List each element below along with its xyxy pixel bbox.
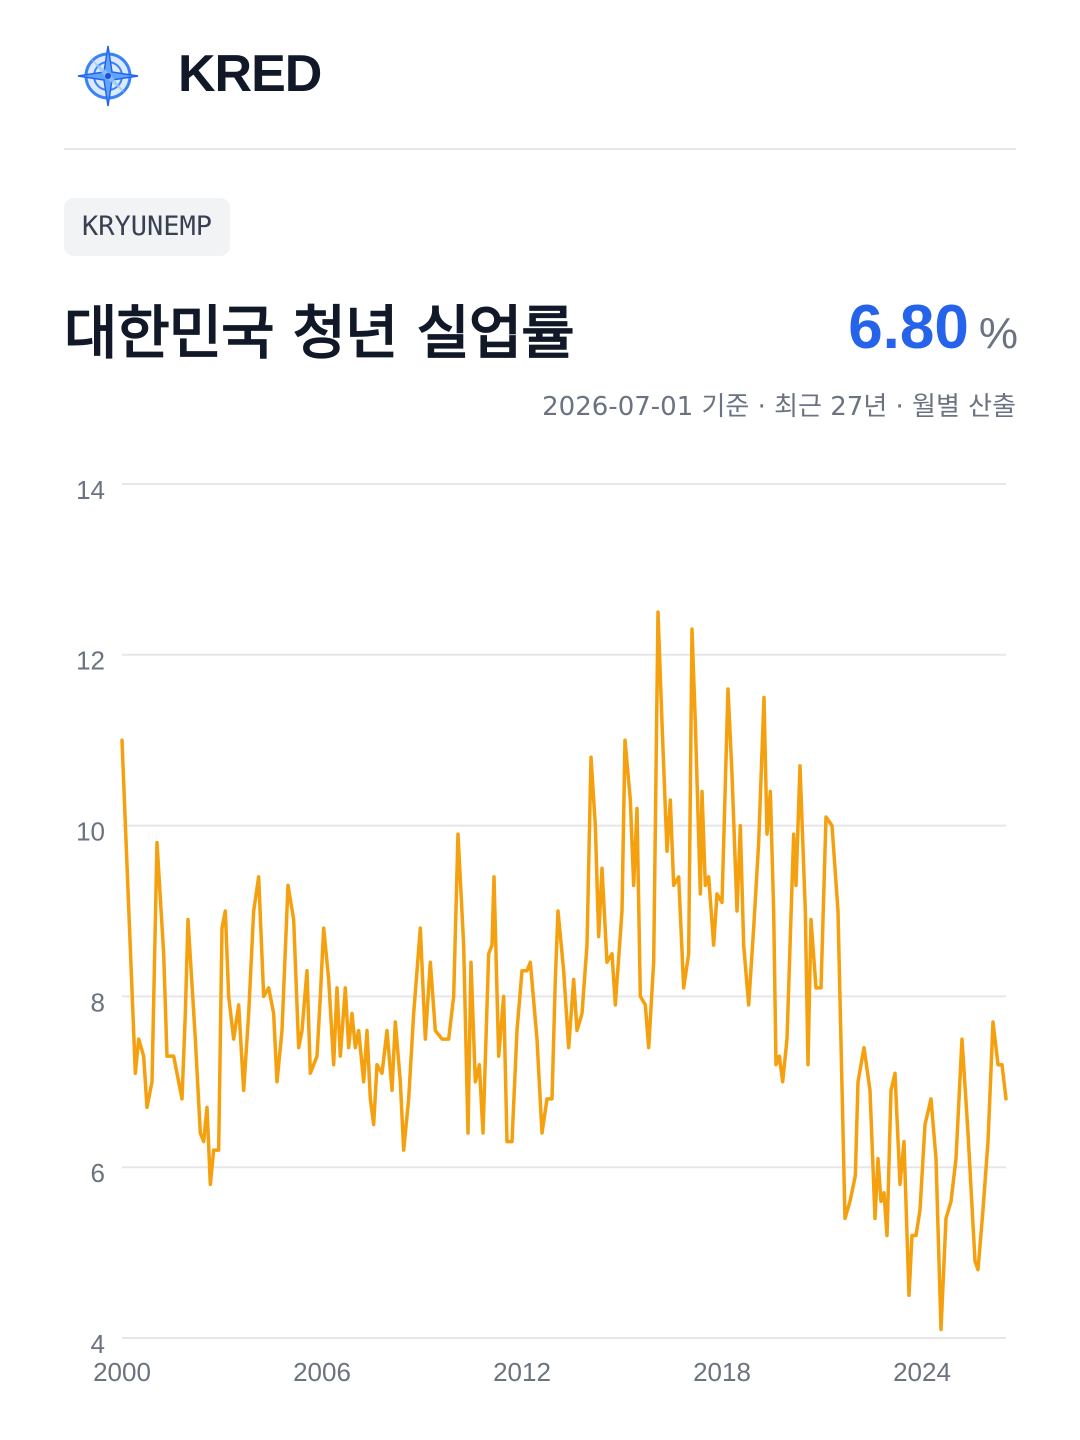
latest-unit: % (978, 309, 1018, 358)
page-title: 대한민국 청년 실업률 (64, 299, 575, 367)
y-tick-label: 10 (76, 816, 105, 846)
logo (77, 45, 139, 107)
y-tick-label: 12 (76, 646, 105, 676)
brand: KRED (178, 45, 322, 103)
x-tick-label: 2018 (693, 1357, 751, 1387)
divider (64, 148, 1016, 150)
x-tick-label: 2006 (293, 1357, 351, 1387)
x-tick-label: 2024 (893, 1357, 951, 1387)
latest-number: 6.80 (848, 293, 969, 362)
y-tick-label: 4 (91, 1329, 105, 1359)
subtitle: 2026-07-01 기준 · 최근 27년 · 월별 산출 (542, 392, 1016, 422)
data-line (120, 610, 1008, 1332)
series-badge: KRYUNEMP (64, 198, 231, 256)
y-tick-label: 6 (91, 1158, 105, 1188)
y-tick-label: 8 (91, 987, 105, 1017)
latest-value: 6.80 % (848, 292, 1018, 363)
x-tick-label: 2012 (493, 1357, 551, 1387)
y-tick-label: 14 (76, 475, 105, 505)
x-tick-label: 2000 (93, 1357, 151, 1387)
